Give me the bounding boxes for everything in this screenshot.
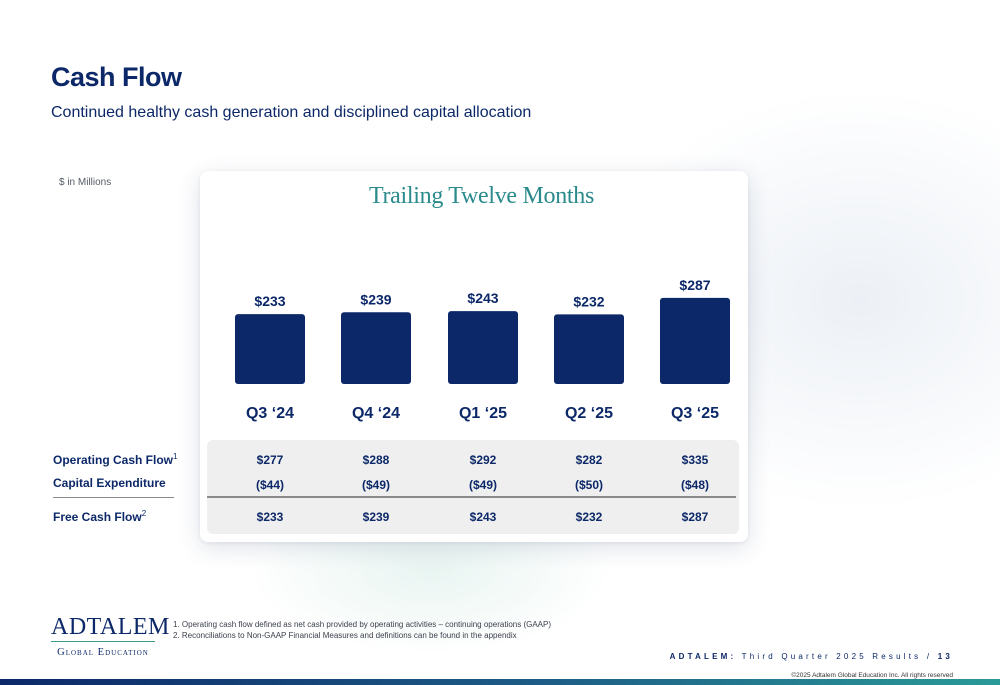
logo-wordmark: ADTALEM (51, 614, 170, 640)
category-label-2: Q1 ‘25 (459, 405, 507, 422)
table-cell-r0-c2: $292 (469, 453, 497, 467)
bar-4 (660, 297, 730, 384)
copyright: ©2025 Adtalem Global Education Inc. All … (791, 672, 953, 679)
footnote-2: 2. Reconciliations to Non-GAAP Financial… (173, 631, 517, 640)
footnote-1: 1. Operating cash flow defined as net ca… (173, 620, 551, 629)
table-cell-r0-c3: $282 (575, 453, 603, 467)
label-divider (53, 497, 174, 498)
footer-report: Third Quarter 2025 Results (741, 652, 922, 661)
table-cell-r1-c0: ($44) (255, 478, 284, 492)
cash-flow-table (207, 440, 739, 534)
table-cell-r2-c0: $233 (256, 510, 284, 524)
bar-value-label-2: $243 (467, 290, 498, 306)
bar-0 (235, 314, 305, 384)
page-title: Cash Flow (51, 62, 182, 92)
table-cell-r0-c1: $288 (362, 453, 390, 467)
adtalem-logo: ADTALEM Global Education (51, 614, 170, 658)
page-number: 13 (937, 652, 953, 661)
bar-value-label-4: $287 (679, 277, 710, 293)
table-cell-r2-c3: $232 (575, 510, 603, 524)
table-cell-r1-c2: ($49) (468, 478, 497, 492)
category-label-1: Q4 ‘24 (352, 405, 400, 422)
bar-2 (448, 311, 518, 384)
footer-report-label: ADTALEM: Third Quarter 2025 Results / 13 (670, 652, 953, 661)
chart-title: Trailing Twelve Months (368, 183, 595, 209)
bar-1 (341, 312, 411, 384)
row-label-operating-cash-flow: Operating Cash Flow1 (53, 452, 178, 467)
bottom-accent-bar (0, 679, 1000, 685)
table-cell-r1-c1: ($49) (361, 478, 390, 492)
table-cell-r1-c4: ($48) (680, 478, 709, 492)
units-note: $ in Millions (59, 177, 112, 188)
table-divider (207, 496, 736, 498)
row-label-free-cash-flow: Free Cash Flow2 (53, 509, 147, 524)
page-subtitle: Continued healthy cash generation and di… (51, 104, 532, 121)
bar-value-label-0: $233 (254, 293, 285, 309)
category-label-4: Q3 ‘25 (671, 405, 719, 422)
table-cell-r0-c4: $335 (681, 453, 709, 467)
bar-value-label-3: $232 (573, 293, 604, 309)
table-cell-r0-c0: $277 (256, 453, 284, 467)
row-label-capital-expenditure: Capital Expenditure (53, 476, 166, 490)
footnotes: 1. Operating cash flow defined as net ca… (173, 619, 551, 641)
bar-3 (554, 314, 624, 384)
footer-brand: ADTALEM: (669, 652, 737, 661)
category-label-3: Q2 ‘25 (565, 405, 613, 422)
footer-separator: / (926, 652, 933, 661)
bar-chart: $233 Q3 ‘24 $239 Q4 ‘24 $243 Q1 ‘25 $232 Q2 ‘25… (235, 277, 730, 422)
bar-value-label-1: $239 (360, 291, 391, 307)
category-label-0: Q3 ‘24 (246, 405, 294, 422)
table-cell-r2-c1: $239 (362, 510, 390, 524)
logo-tagline: Global Education (57, 647, 149, 658)
logo-rule (51, 641, 155, 642)
table-cell-r2-c2: $243 (469, 510, 497, 524)
table-cell-r2-c4: $287 (681, 510, 709, 524)
table-cell-r1-c3: ($50) (574, 478, 603, 492)
